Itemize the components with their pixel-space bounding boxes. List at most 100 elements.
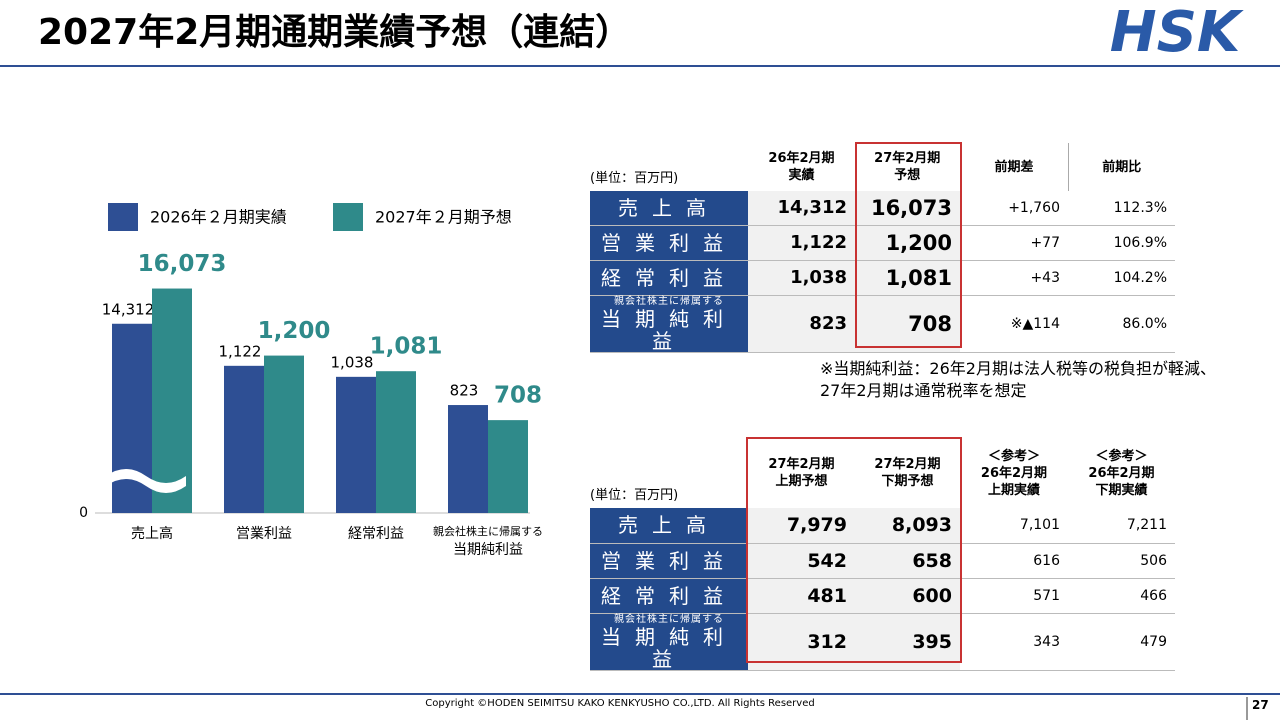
legend-label: 2027年２月期予想: [375, 208, 512, 227]
table-cell: 395: [855, 613, 960, 671]
value-label: 1,038: [331, 353, 374, 371]
table-cell: 112.3%: [1068, 191, 1175, 226]
bar: [152, 288, 192, 513]
value-label: 1,122: [219, 342, 262, 360]
footnote: ※当期純利益：26年2月期は法人税等の税負担が軽減、 27年2月期は通常税率を想…: [820, 359, 1216, 400]
table-cell: 104.2%: [1068, 260, 1175, 296]
table-cell: 600: [855, 578, 960, 614]
table-cell: 479: [1068, 613, 1175, 671]
row-label-note: 親会社株主に帰属する: [614, 295, 724, 307]
table-cell: 506: [1068, 543, 1175, 579]
row-label: 親会社株主に帰属する 当期純利益: [590, 613, 748, 671]
table-cell: 1,081: [855, 260, 960, 296]
x-tick-label: 売上高: [131, 525, 173, 542]
value-label: 1,200: [258, 318, 331, 344]
column-header: 前期比: [1067, 143, 1175, 191]
x-tick-label: 当期純利益: [453, 542, 523, 558]
bar: [264, 355, 304, 513]
legend-swatch: [333, 203, 363, 231]
table-cell: 1,200: [855, 225, 960, 261]
column-header: 26年2月期 実績: [768, 151, 835, 183]
table-row: 営業利益 542 658 616 506: [590, 543, 1175, 579]
table-cell: 8,093: [855, 508, 960, 544]
row-label-text: 当期純利益: [601, 624, 737, 671]
table-cell: 1,038: [748, 260, 855, 296]
unit-label: (単位：百万円): [590, 488, 679, 503]
row-label-text: 経常利益: [601, 583, 737, 608]
y-tick-label: 0: [79, 505, 88, 521]
bar: [488, 420, 528, 513]
column-header: 前期差: [959, 143, 1068, 191]
row-label-text: 売上高: [618, 513, 720, 538]
category-note: 親会社株主に帰属する: [433, 524, 543, 538]
table-cell: 14,312: [748, 191, 855, 226]
row-label: 営業利益: [590, 225, 748, 261]
slide-title: 2027年2月期通期業績予想（連結）: [38, 12, 631, 53]
table-cell: ※▲114: [960, 295, 1068, 353]
logo: HSK: [1110, 0, 1244, 65]
table-cell: 16,073: [855, 191, 960, 226]
header-row: (単位：百万円) 27年2月期 上期予想 27年2月期 下期予想 ＜参考＞ 26年2月…: [590, 438, 1175, 508]
axis-break: [106, 469, 186, 493]
table-row: 経常利益 1,038 1,081 +43 104.2%: [590, 260, 1175, 296]
column-header: 27年2月期 下期予想: [874, 457, 941, 489]
table-cell: 86.0%: [1068, 295, 1175, 353]
table-row: 経常利益 481 600 571 466: [590, 578, 1175, 614]
row-label: 親会社株主に帰属する 当期純利益: [590, 295, 748, 353]
row-label-text: 経常利益: [601, 265, 737, 290]
table-cell: +43: [960, 260, 1068, 296]
copyright: Copyright ©HODEN SEIMITSU KAKO KENKYUSHO…: [425, 698, 815, 709]
value-label: 14,312: [102, 300, 155, 318]
table-half: (単位：百万円) 27年2月期 上期予想 27年2月期 下期予想 ＜参考＞ 26年2月…: [590, 438, 1175, 671]
row-label-text: 売上高: [618, 195, 720, 220]
table-cell: 7,101: [960, 508, 1068, 544]
row-label-text: 当期純利益: [601, 306, 737, 353]
table-row: 親会社株主に帰属する 当期純利益 823 708 ※▲114 86.0%: [590, 295, 1175, 353]
column-header: 27年2月期 予想: [874, 151, 941, 183]
table-cell: 343: [960, 613, 1068, 671]
table-cell: 658: [855, 543, 960, 579]
table-cell: 481: [748, 578, 855, 614]
row-label: 売上高: [590, 191, 748, 226]
table-row: 親会社株主に帰属する 当期純利益 312 395 343 479: [590, 613, 1175, 671]
table-cell: 571: [960, 578, 1068, 614]
value-label: 16,073: [138, 251, 227, 277]
table-cell: 7,979: [748, 508, 855, 544]
table-cell: 466: [1068, 578, 1175, 614]
table-annual: (単位：百万円) 26年2月期 実績 27年2月期 予想 前期差 前期比売上高 14,31…: [590, 143, 1175, 353]
bar: [376, 371, 416, 513]
highlight-box: [746, 437, 962, 663]
legend-swatch: [108, 203, 138, 231]
table-cell: 1,122: [748, 225, 855, 261]
row-label: 営業利益: [590, 543, 748, 579]
unit-label: (単位：百万円): [590, 171, 679, 186]
page-number: 27: [1252, 698, 1269, 712]
table-cell: 542: [748, 543, 855, 579]
table-row: 売上高 14,312 16,073 +1,760 112.3%: [590, 191, 1175, 226]
row-label: 経常利益: [590, 578, 748, 614]
table-cell: 823: [748, 295, 855, 353]
table-cell: 312: [748, 613, 855, 671]
legend-label: 2026年２月期実績: [150, 208, 287, 227]
column-header: ＜参考＞ 26年2月期 下期実績: [1088, 448, 1155, 498]
row-label-text: 営業利益: [601, 548, 737, 573]
bar: [448, 405, 488, 513]
header-row: (単位：百万円) 26年2月期 実績 27年2月期 予想 前期差 前期比: [590, 143, 1175, 191]
row-label-note: 親会社株主に帰属する: [614, 613, 724, 625]
table-row: 売上高 7,979 8,093 7,101 7,211: [590, 508, 1175, 544]
table-cell: 7,211: [1068, 508, 1175, 544]
value-label: 1,081: [370, 334, 443, 360]
column-header: 27年2月期 上期予想: [768, 457, 835, 489]
table-cell: 708: [855, 295, 960, 353]
value-label: 708: [494, 383, 542, 409]
x-tick-label: 営業利益: [236, 526, 292, 542]
table-row: 営業利益 1,122 1,200 +77 106.9%: [590, 225, 1175, 261]
bar: [224, 365, 264, 513]
table-cell: 616: [960, 543, 1068, 579]
bar: [336, 376, 376, 513]
row-label-text: 営業利益: [601, 230, 737, 255]
column-header: ＜参考＞ 26年2月期 上期実績: [980, 448, 1048, 498]
table-cell: +1,760: [960, 191, 1068, 226]
